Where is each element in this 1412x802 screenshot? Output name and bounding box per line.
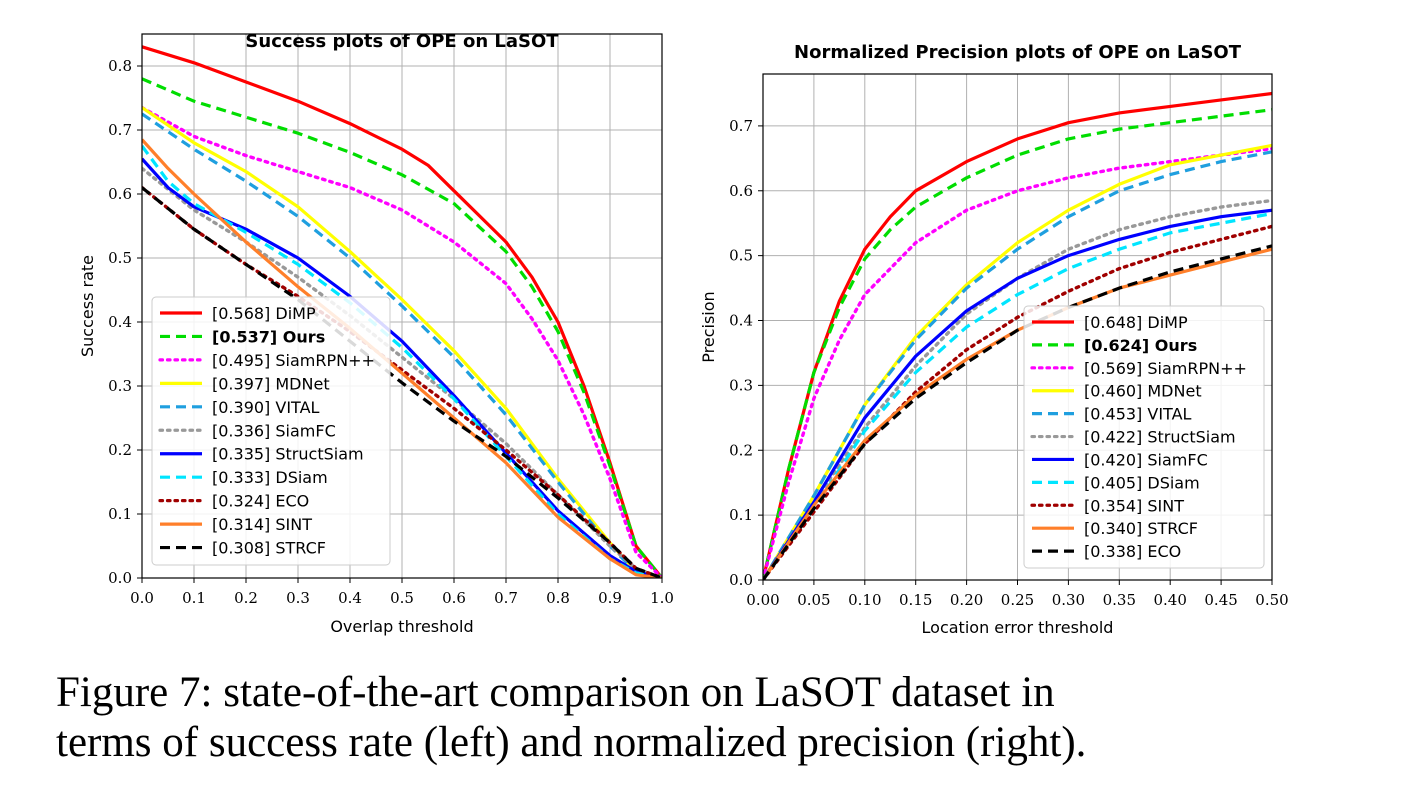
y-tick-label: 0.1 — [108, 505, 132, 523]
x-tick-label: 0.5 — [390, 589, 414, 607]
plot-frame — [762, 73, 1273, 581]
x-tick-label: 0.2 — [234, 589, 258, 607]
series-group — [142, 45, 662, 578]
y-tick-label: 0.1 — [729, 506, 753, 524]
series-line — [142, 105, 662, 578]
x-tick-label: 1.0 — [650, 589, 674, 607]
series-line — [763, 108, 1272, 580]
y-tick-label: 0.8 — [108, 57, 132, 75]
legend-entry: [0.354] SINT — [1084, 496, 1184, 515]
x-tick-label: 0.40 — [1153, 591, 1186, 609]
legend-box — [151, 296, 391, 566]
x-tick-label: 0.1 — [182, 589, 206, 607]
legend-entry: [0.422] StructSiam — [1084, 428, 1236, 447]
x-tick-label: 0.4 — [338, 589, 362, 607]
chart-2: 0.00 0.05 0.10 0.15 0.20 0.25 0.30 0.35 0.40 0.45… — [699, 42, 1289, 637]
legend-entry: [0.390] VITAL — [212, 398, 320, 417]
legend-entry: [0.338] ECO — [1084, 542, 1181, 561]
series-line — [142, 77, 662, 578]
y-tick-label: 0.7 — [108, 121, 132, 139]
legend-entry: [0.537] Ours — [212, 327, 325, 346]
chart-title: Normalized Precision plots of OPE on LaS… — [794, 42, 1242, 63]
legend-entry: [0.495] SiamRPN++ — [212, 351, 375, 370]
plot-frame — [141, 33, 663, 579]
series-group — [763, 91, 1272, 580]
legend: [0.648] DiMP [0.624] Ours [0.569] SiamRPN+… — [1023, 305, 1265, 569]
legend-entry: [0.405] DSiam — [1084, 473, 1200, 492]
legend-entry: [0.333] DSiam — [212, 468, 328, 487]
x-tick-label: 0.05 — [797, 591, 830, 609]
x-axis-label: Location error threshold — [922, 618, 1114, 637]
legend-entry: [0.460] MDNet — [1084, 382, 1202, 401]
series-line — [763, 244, 1272, 580]
series-line — [763, 146, 1272, 580]
chart-1: 0.0 0.1 0.2 0.3 0.4 0.5 0.6 0.7 0.8 0.9 1.0 0.0 0.1 0… — [78, 31, 674, 636]
x-tick-label: 0.35 — [1103, 591, 1136, 609]
series-line — [763, 224, 1272, 580]
legend-entry: [0.568] DiMP — [212, 304, 316, 323]
x-tick-label: 0.00 — [746, 591, 779, 609]
series-line — [763, 211, 1272, 580]
x-tick-label: 0.10 — [848, 591, 881, 609]
y-tick-label: 0.4 — [729, 312, 753, 330]
legend-entry: [0.335] StructSiam — [212, 445, 364, 464]
legend: [0.568] DiMP [0.537] Ours [0.495] SiamRPN+… — [151, 296, 391, 566]
series-line — [142, 166, 662, 578]
x-tick-label: 0.0 — [130, 589, 154, 607]
x-tick-label: 0.15 — [899, 591, 932, 609]
y-tick-label: 0.2 — [729, 441, 753, 459]
x-tick-label: 0.45 — [1204, 591, 1237, 609]
y-tick-label: 0.5 — [108, 249, 132, 267]
x-tick-label: 0.25 — [1001, 591, 1034, 609]
legend-entry: [0.340] STRCF — [1084, 519, 1198, 538]
series-line — [763, 208, 1272, 580]
y-axis-label: Success rate — [78, 255, 97, 357]
y-tick-label: 0.4 — [108, 313, 132, 331]
legend-entry: [0.336] SiamFC — [212, 421, 336, 440]
legend-entry: [0.453] VITAL — [1084, 405, 1192, 424]
legend-entry: [0.624] Ours — [1084, 336, 1197, 355]
y-tick-label: 0.2 — [108, 441, 132, 459]
x-tick-label: 0.8 — [546, 589, 570, 607]
x-tick-label: 0.3 — [286, 589, 310, 607]
series-line — [142, 157, 662, 578]
legend-entry: [0.397] MDNet — [212, 374, 330, 393]
y-tick-label: 0.5 — [729, 247, 753, 265]
x-tick-label: 0.30 — [1052, 591, 1085, 609]
chart-title: Success plots of OPE on LaSOT — [245, 31, 559, 52]
y-tick-label: 0.6 — [729, 182, 753, 200]
figure-caption: Figure 7: state-of-the-art comparison on… — [56, 668, 1356, 768]
legend-entry: [0.420] SiamFC — [1084, 450, 1208, 469]
y-tick-label: 0.3 — [108, 377, 132, 395]
x-tick-label: 0.9 — [598, 589, 622, 607]
x-tick-label: 0.50 — [1255, 591, 1288, 609]
y-tick-label: 0.0 — [729, 571, 753, 589]
legend-entry: [0.308] STRCF — [212, 539, 326, 558]
x-tick-label: 0.6 — [442, 589, 466, 607]
caption-line-1: Figure 7: state-of-the-art comparison on… — [56, 669, 1055, 716]
series-line — [142, 186, 662, 578]
legend-entry: [0.648] DiMP — [1084, 313, 1188, 332]
y-tick-label: 0.6 — [108, 185, 132, 203]
series-line — [142, 45, 662, 578]
y-tick-label: 0.3 — [729, 376, 753, 394]
legend-box — [1023, 305, 1265, 569]
legend-entry: [0.569] SiamRPN++ — [1084, 359, 1247, 378]
x-tick-label: 0.20 — [950, 591, 983, 609]
series-line — [142, 138, 662, 578]
legend-entry: [0.314] SINT — [212, 515, 312, 534]
caption-line-2: terms of success rate (left) and normali… — [56, 719, 1087, 766]
x-axis-label: Overlap threshold — [330, 617, 473, 636]
y-tick-label: 0.0 — [108, 569, 132, 587]
y-axis-label: Precision — [699, 291, 718, 362]
x-tick-label: 0.7 — [494, 589, 518, 607]
legend-entry: [0.324] ECO — [212, 492, 309, 511]
y-tick-label: 0.7 — [729, 117, 753, 135]
series-line — [763, 150, 1272, 580]
